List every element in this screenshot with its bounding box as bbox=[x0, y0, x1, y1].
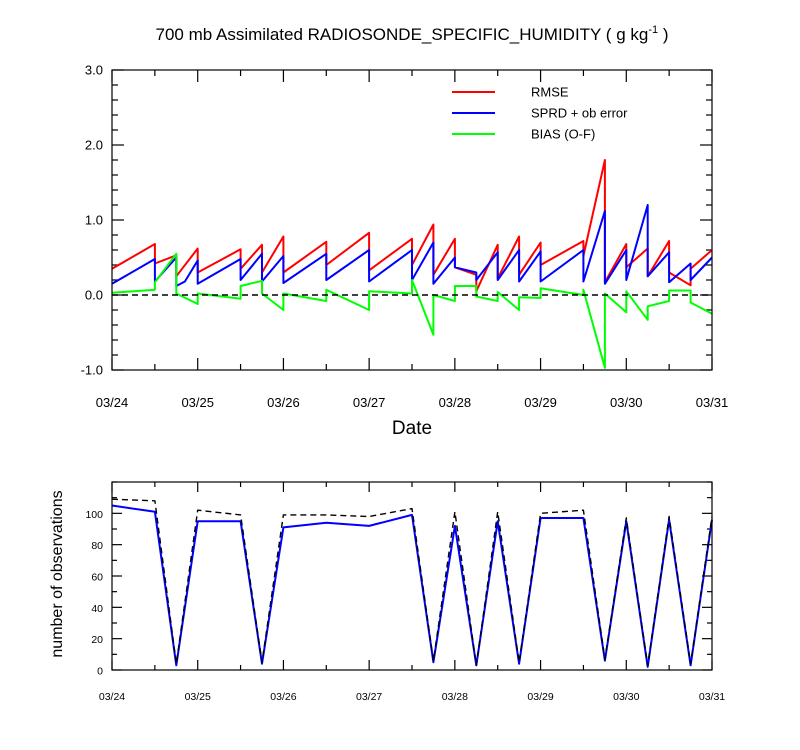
x-tick-label: 03/25 bbox=[185, 691, 211, 703]
y-axis-label-observations: number of observations bbox=[49, 490, 66, 657]
bottom-panel: 03/24 03/25 03/26 03/27 03/28 03/29 03/30 03/31… bbox=[49, 481, 725, 703]
x-tick-label: 03/24 bbox=[99, 691, 125, 703]
top-plot-frame bbox=[111, 69, 713, 371]
y-tick-label: 0 bbox=[97, 666, 103, 678]
y-tick-label: 60 bbox=[91, 572, 103, 584]
x-tick-label: 03/31 bbox=[699, 691, 725, 703]
x-axis-label: Date bbox=[392, 418, 432, 439]
y-tick-label: 1.0 bbox=[85, 213, 103, 228]
x-tick-label: 03/27 bbox=[353, 395, 386, 410]
chart-title-superscript: -1 bbox=[648, 24, 658, 36]
x-tick-label: 03/29 bbox=[527, 691, 553, 703]
x-tick-label: 03/30 bbox=[610, 395, 643, 410]
y-tick-label: 2.0 bbox=[85, 138, 103, 153]
bottom-ticks bbox=[111, 481, 713, 671]
y-tick-label: 0.0 bbox=[85, 288, 103, 303]
x-tick-label: 03/26 bbox=[267, 395, 300, 410]
x-tick-label: 03/30 bbox=[613, 691, 639, 703]
x-tick-label: 03/28 bbox=[439, 395, 472, 410]
series-line-total-observations bbox=[111, 498, 713, 666]
x-tick-label: 03/27 bbox=[356, 691, 382, 703]
legend-label: RMSE bbox=[531, 85, 569, 100]
x-tick-label: 03/29 bbox=[524, 395, 557, 410]
series-line-observations-used bbox=[111, 504, 713, 668]
x-tick-label: 03/31 bbox=[696, 395, 729, 410]
legend: RMSE SPRD + ob error BIAS (O-F) bbox=[452, 85, 628, 142]
x-tick-label: 03/24 bbox=[96, 395, 129, 410]
bottom-tick-labels: 03/24 03/25 03/26 03/27 03/28 03/29 03/30 03/31… bbox=[85, 509, 725, 703]
y-tick-label: 80 bbox=[91, 540, 103, 552]
y-tick-label: -1.0 bbox=[81, 363, 103, 378]
top-panel: 03/24 03/25 03/26 03/27 03/28 03/29 03/30 03/31… bbox=[81, 63, 729, 440]
bottom-plot-frame bbox=[111, 481, 713, 671]
y-tick-label: 40 bbox=[91, 603, 103, 615]
x-tick-label: 03/28 bbox=[442, 691, 468, 703]
y-tick-label: 100 bbox=[85, 509, 103, 521]
legend-label: SPRD + ob error bbox=[531, 106, 628, 121]
chart-title-suffix: ) bbox=[658, 25, 668, 44]
legend-label: BIAS (O-F) bbox=[531, 127, 595, 142]
series-line-sprd-ob-error bbox=[111, 204, 713, 287]
y-tick-label: 20 bbox=[91, 634, 103, 646]
y-tick-label: 3.0 bbox=[85, 63, 103, 78]
top-ticks bbox=[111, 69, 713, 371]
top-series bbox=[111, 159, 713, 369]
x-tick-label: 03/25 bbox=[181, 395, 214, 410]
bottom-series bbox=[111, 498, 713, 668]
x-tick-label: 03/26 bbox=[270, 691, 296, 703]
top-tick-labels: 03/24 03/25 03/26 03/27 03/28 03/29 03/30 03/31… bbox=[81, 63, 729, 411]
chart-title: 700 mb Assimilated RADIOSONDE_SPECIFIC_H… bbox=[156, 24, 669, 44]
chart-title-text: 700 mb Assimilated RADIOSONDE_SPECIFIC_H… bbox=[156, 25, 649, 44]
